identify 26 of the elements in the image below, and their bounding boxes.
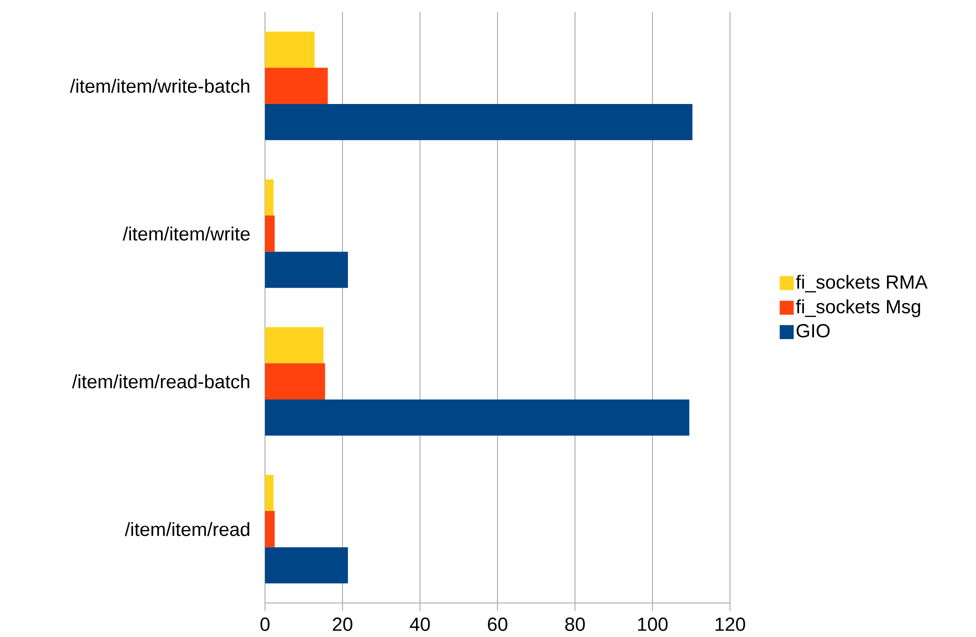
bar <box>265 511 275 548</box>
x-tick-label: 120 <box>716 618 746 631</box>
bar <box>265 179 274 216</box>
y-tick-label: /item/item/write-batch <box>70 78 250 93</box>
bar <box>265 252 348 288</box>
y-tick-label: /item/item/write <box>122 226 250 241</box>
bar <box>265 68 328 104</box>
y-tick-label: /item/item/read <box>124 522 250 536</box>
bar <box>265 399 690 436</box>
bar <box>265 547 348 584</box>
bar <box>265 104 692 140</box>
legend-label: fi_sockets Msg <box>796 299 920 318</box>
x-tick-label: 20 <box>332 618 352 631</box>
bar <box>265 32 315 68</box>
x-tick-label: 100 <box>638 618 668 631</box>
legend-label: GIO <box>796 324 830 338</box>
x-tick-label: 60 <box>488 618 508 631</box>
bar <box>265 363 326 400</box>
legend-label: fi_sockets RMA <box>796 274 928 292</box>
bar <box>265 327 324 364</box>
bar <box>265 216 275 252</box>
x-tick-label: 40 <box>410 618 430 631</box>
x-tick-label: 0 <box>260 618 270 631</box>
bar <box>265 474 274 512</box>
x-tick-label: 80 <box>565 618 585 631</box>
y-tick-label: /item/item/read-batch <box>72 374 250 388</box>
